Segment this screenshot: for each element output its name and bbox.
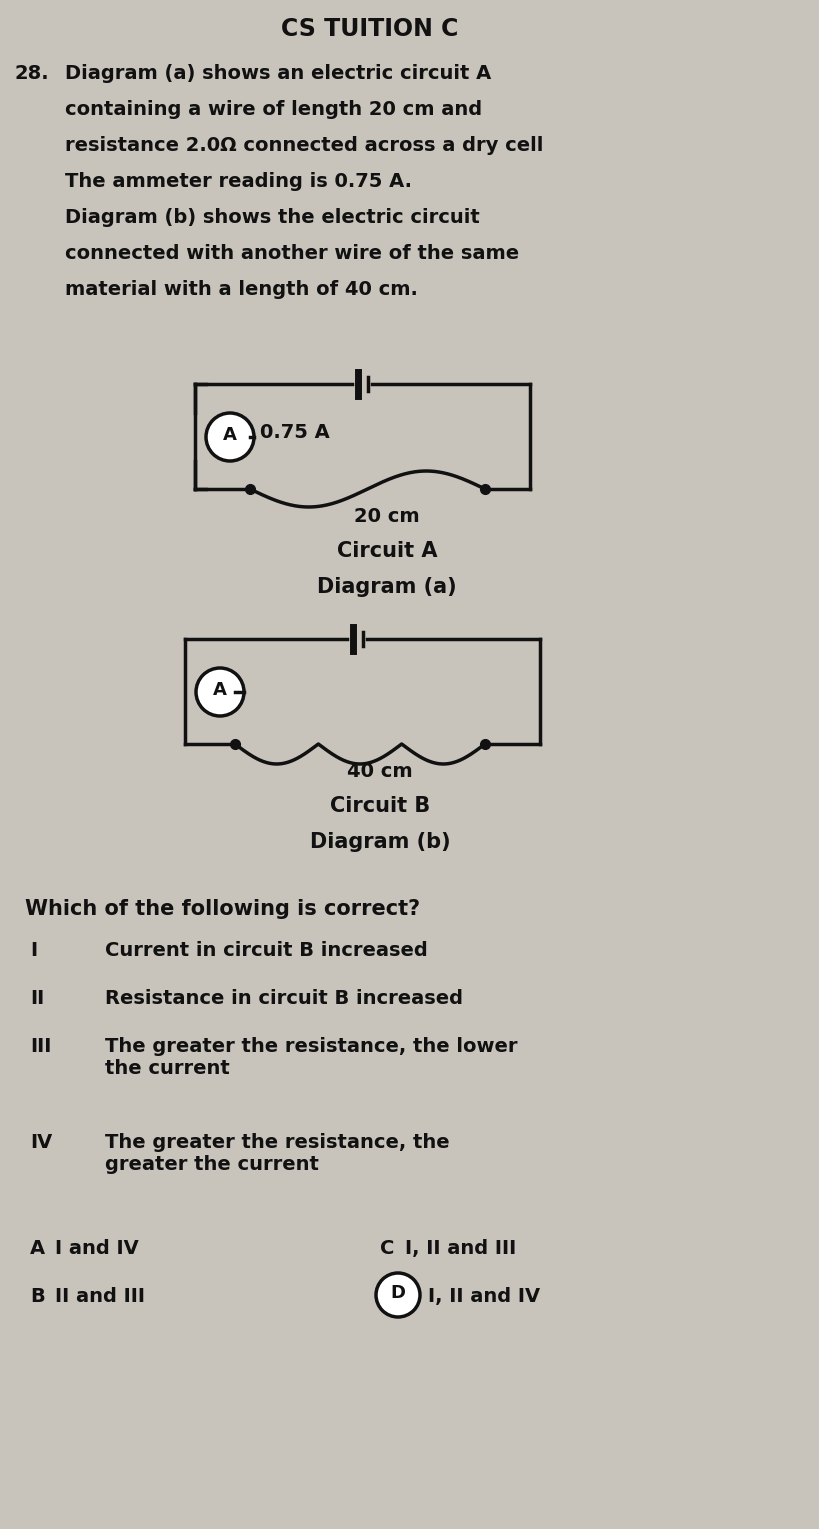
Text: CS TUITION C: CS TUITION C bbox=[281, 17, 458, 41]
Text: D: D bbox=[390, 1284, 405, 1303]
Text: Circuit B: Circuit B bbox=[329, 797, 430, 816]
Text: 40 cm: 40 cm bbox=[346, 761, 412, 781]
Circle shape bbox=[376, 1274, 419, 1316]
Text: Circuit A: Circuit A bbox=[337, 541, 437, 561]
Text: I: I bbox=[30, 940, 37, 960]
Text: II: II bbox=[30, 989, 44, 1008]
Text: I, II and III: I, II and III bbox=[405, 1238, 516, 1258]
Text: Diagram (a) shows an electric circuit A: Diagram (a) shows an electric circuit A bbox=[65, 64, 491, 83]
Text: The greater the resistance, the lower
the current: The greater the resistance, the lower th… bbox=[105, 1037, 517, 1078]
Text: resistance 2.0Ω connected across a dry cell: resistance 2.0Ω connected across a dry c… bbox=[65, 136, 543, 154]
Text: 0.75 A: 0.75 A bbox=[260, 422, 329, 442]
Text: Which of the following is correct?: Which of the following is correct? bbox=[25, 899, 419, 919]
Text: 20 cm: 20 cm bbox=[354, 508, 419, 526]
Text: C: C bbox=[379, 1238, 394, 1258]
Text: Diagram (b): Diagram (b) bbox=[310, 832, 450, 852]
Text: I, II and IV: I, II and IV bbox=[428, 1287, 540, 1306]
Text: The greater the resistance, the
greater the current: The greater the resistance, the greater … bbox=[105, 1133, 449, 1174]
Text: Resistance in circuit B increased: Resistance in circuit B increased bbox=[105, 989, 463, 1008]
Circle shape bbox=[206, 413, 254, 462]
Text: connected with another wire of the same: connected with another wire of the same bbox=[65, 245, 518, 263]
Text: III: III bbox=[30, 1037, 52, 1057]
Text: B: B bbox=[30, 1287, 45, 1306]
Text: 28.: 28. bbox=[15, 64, 50, 83]
Text: A: A bbox=[223, 427, 237, 443]
Circle shape bbox=[196, 668, 244, 716]
Text: IV: IV bbox=[30, 1133, 52, 1151]
Text: material with a length of 40 cm.: material with a length of 40 cm. bbox=[65, 280, 418, 300]
Text: II and III: II and III bbox=[55, 1287, 145, 1306]
Text: A: A bbox=[30, 1238, 45, 1258]
Text: Diagram (b) shows the electric circuit: Diagram (b) shows the electric circuit bbox=[65, 208, 479, 226]
Text: The ammeter reading is 0.75 A.: The ammeter reading is 0.75 A. bbox=[65, 171, 411, 191]
Text: containing a wire of length 20 cm and: containing a wire of length 20 cm and bbox=[65, 99, 482, 119]
Text: A: A bbox=[213, 680, 227, 699]
Text: Diagram (a): Diagram (a) bbox=[317, 576, 456, 596]
Text: Current in circuit B increased: Current in circuit B increased bbox=[105, 940, 428, 960]
Text: I and IV: I and IV bbox=[55, 1238, 138, 1258]
